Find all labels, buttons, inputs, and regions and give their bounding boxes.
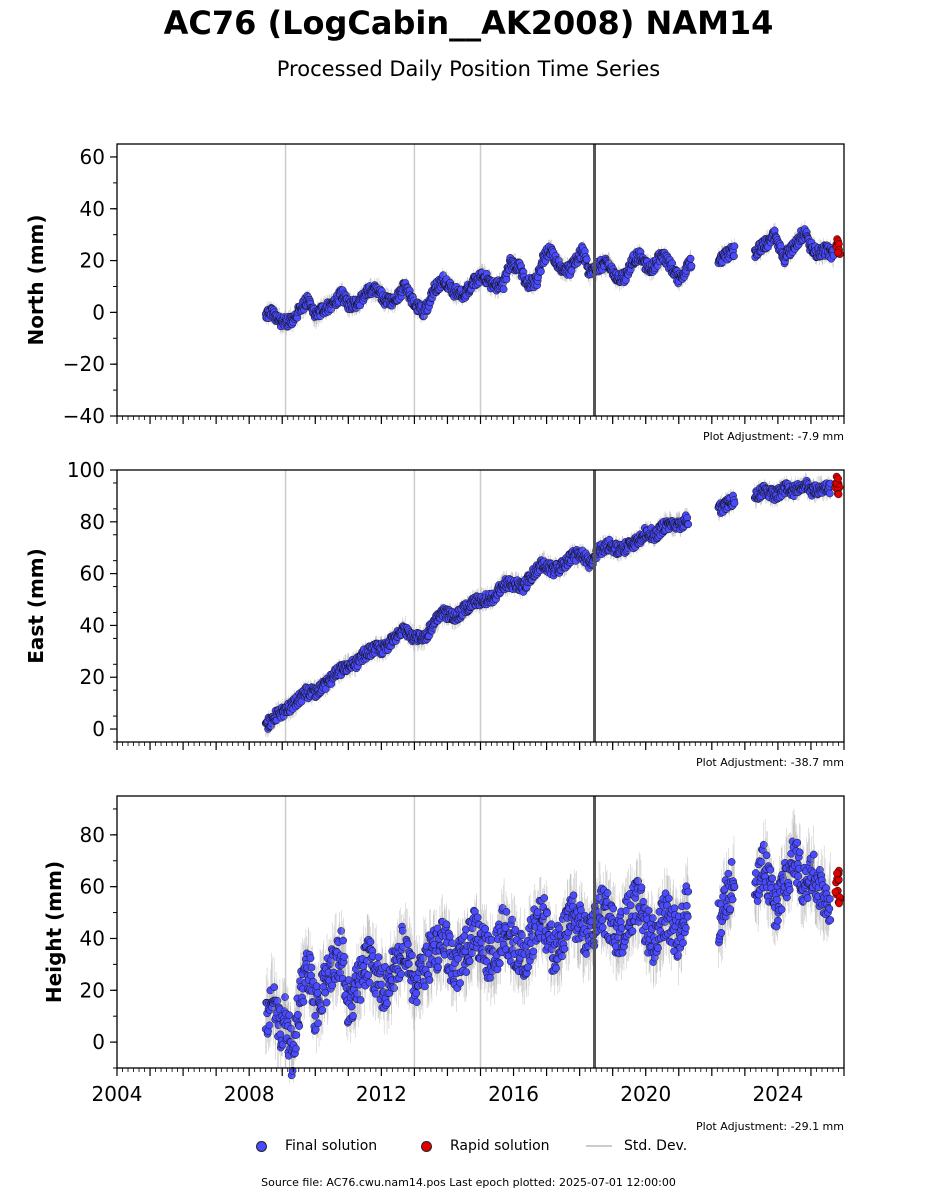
final-solution-point: [502, 275, 511, 284]
final-solution-point: [582, 255, 591, 264]
y-tick-label: 20: [80, 665, 105, 689]
final-solution-point: [292, 1044, 300, 1053]
final-solution-point: [567, 266, 576, 275]
y-tick-label: 40: [80, 197, 105, 221]
final-solution-point: [281, 993, 289, 1001]
chart-title: AC76 (LogCabin__AK2008) NAM14: [163, 4, 774, 42]
final-solution-point: [686, 254, 695, 263]
y-axis-label: East (mm): [24, 548, 48, 664]
plot-adjustment: Plot Adjustment: -7.9 mm: [703, 430, 844, 443]
final-solution-cloud: [261, 808, 835, 1084]
final-solution-point: [292, 1031, 301, 1039]
final-solution-cloud: [261, 220, 838, 336]
final-solution-point: [825, 489, 834, 498]
y-tick-label: 20: [80, 249, 105, 273]
final-solution-point: [687, 262, 696, 270]
rapid-solution-point: [834, 248, 842, 257]
y-tick-label: 0: [92, 717, 105, 741]
chart-subtitle: Processed Daily Position Time Series: [276, 57, 661, 81]
final-solution-point: [299, 997, 308, 1006]
y-tick-label: −20: [63, 352, 105, 376]
final-solution-point: [265, 1021, 274, 1030]
final-solution-point: [499, 285, 508, 294]
y-tick-label: 60: [80, 145, 105, 169]
final-solution-cloud: [261, 472, 835, 738]
y-tick-label: 0: [92, 300, 105, 324]
final-solution-point: [730, 242, 739, 251]
rapid-solution-point: [834, 490, 843, 499]
y-tick-label: 60: [80, 562, 105, 586]
final-solution-point: [295, 1022, 304, 1030]
y-tick-label: 100: [67, 458, 105, 482]
final-solution-point: [293, 1010, 302, 1019]
final-solution-point: [730, 252, 738, 260]
final-solution-point: [730, 499, 739, 507]
y-tick-label: −40: [63, 404, 105, 428]
y-tick-label: 80: [80, 510, 105, 534]
final-solution-point: [270, 983, 279, 992]
plot-adjustment: Plot Adjustment: -38.7 mm: [696, 756, 844, 769]
rapid-solution-point: [834, 474, 842, 483]
y-tick-label: 40: [80, 613, 105, 637]
final-solution-point: [276, 1030, 285, 1039]
final-solution-point: [684, 520, 693, 529]
y-axis-label: North (mm): [24, 214, 48, 345]
